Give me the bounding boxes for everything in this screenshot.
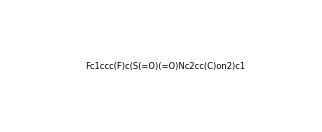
Text: Fc1ccc(F)c(S(=O)(=O)Nc2cc(C)on2)c1: Fc1ccc(F)c(S(=O)(=O)Nc2cc(C)on2)c1: [85, 62, 245, 71]
